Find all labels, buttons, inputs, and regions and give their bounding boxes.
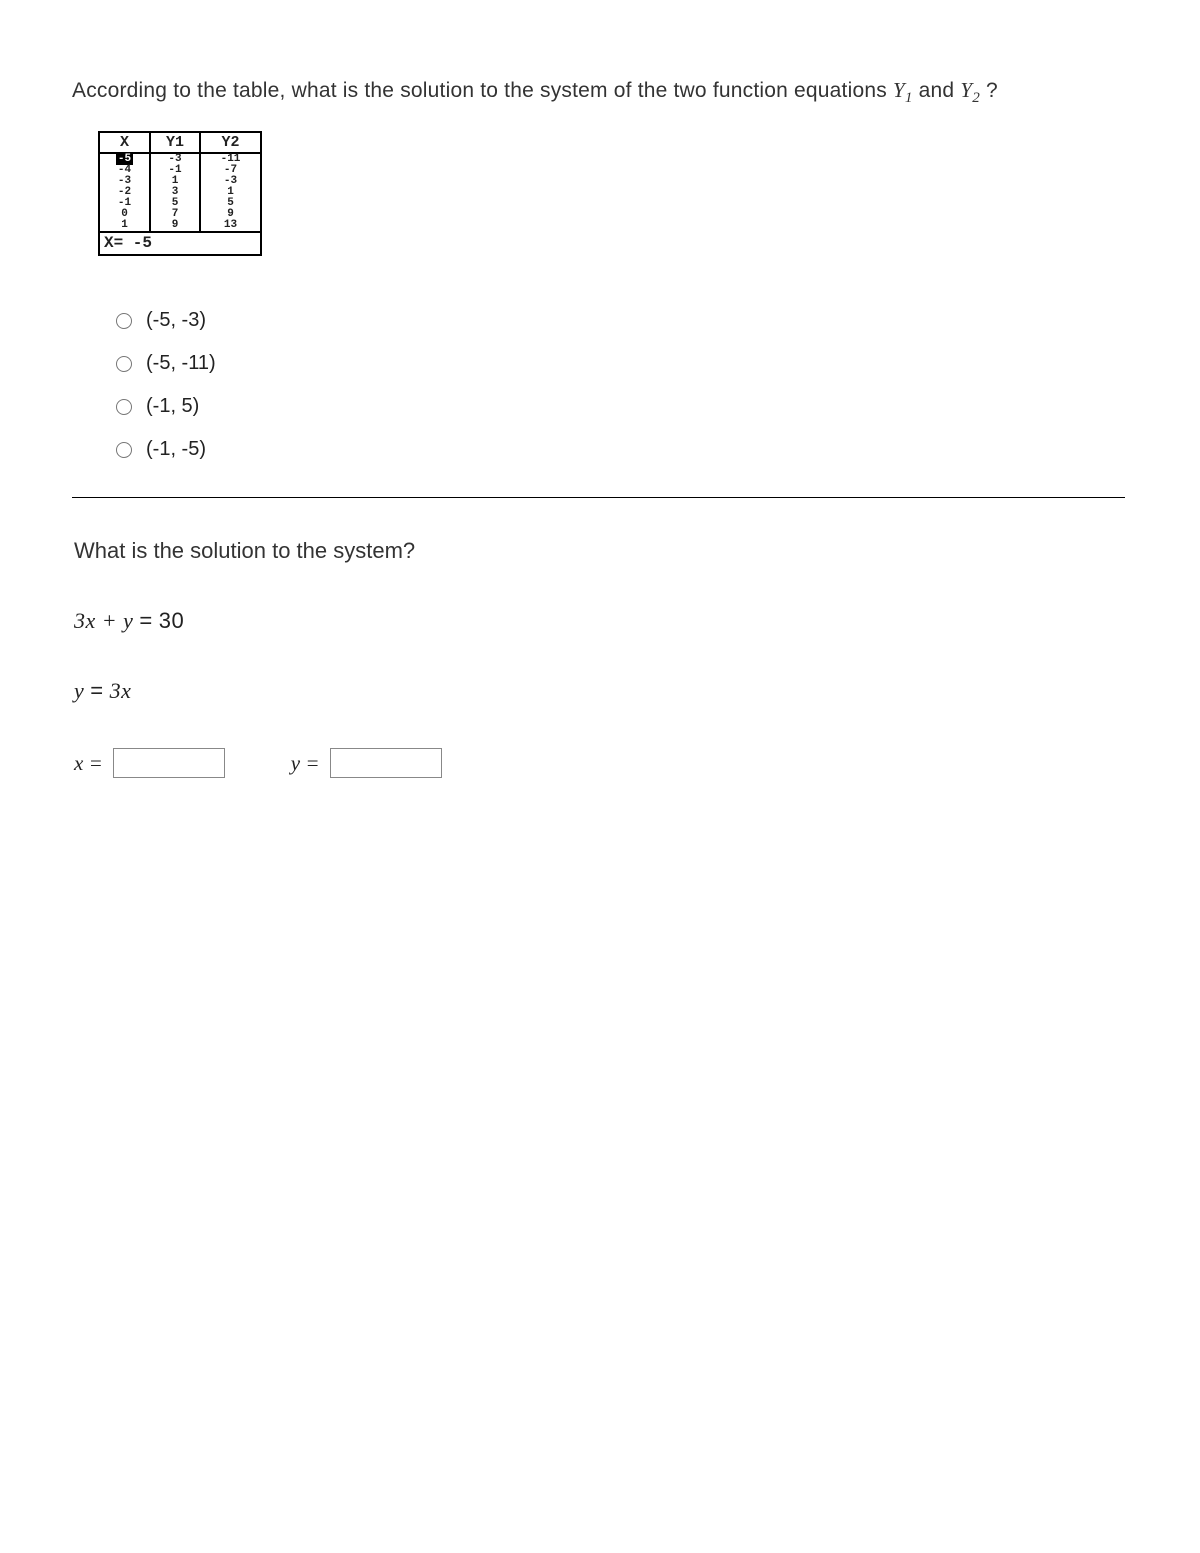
- q1-options: (-5, -3) (-5, -11) (-1, 5) (-1, -5): [116, 309, 1146, 461]
- divider: [72, 497, 1125, 498]
- y-label: y =: [291, 751, 320, 776]
- cell-y1: 9: [150, 220, 200, 232]
- option-label-3: (-1, -5): [146, 438, 206, 461]
- option-radio-1[interactable]: [116, 356, 132, 372]
- option-1[interactable]: (-5, -11): [116, 352, 1146, 375]
- option-2[interactable]: (-1, 5): [116, 395, 1146, 418]
- y-input[interactable]: [330, 748, 442, 778]
- function-table: X Y1 Y2 -5-3-11-4-1-7-31-3-231-155079191…: [98, 131, 262, 256]
- th-y2: Y2: [200, 133, 260, 153]
- cell-y2: 13: [200, 220, 260, 232]
- cell-x: 1: [100, 220, 150, 232]
- option-label-0: (-5, -3): [146, 309, 206, 332]
- th-y1: Y1: [150, 133, 200, 153]
- table-row: 1913: [100, 220, 260, 232]
- q1-prompt-after: ?: [986, 79, 998, 102]
- option-0[interactable]: (-5, -3): [116, 309, 1146, 332]
- option-label-1: (-5, -11): [146, 352, 216, 375]
- q1-and: and: [919, 79, 961, 102]
- option-3[interactable]: (-1, -5): [116, 438, 1146, 461]
- equation-2: y = 3x: [74, 678, 1146, 704]
- option-radio-3[interactable]: [116, 442, 132, 458]
- q1-prompt-before: According to the table, what is the solu…: [72, 79, 893, 102]
- option-radio-0[interactable]: [116, 313, 132, 329]
- th-x: X: [100, 133, 150, 153]
- option-radio-2[interactable]: [116, 399, 132, 415]
- q1-y2: Y2: [960, 78, 980, 102]
- option-label-2: (-1, 5): [146, 395, 199, 418]
- table-footer: X= -5: [100, 232, 260, 254]
- equation-1: 3x + y = 30: [74, 608, 1146, 634]
- q1-y1: Y1: [893, 78, 913, 102]
- q2-prompt: What is the solution to the system?: [74, 538, 1146, 564]
- x-input[interactable]: [113, 748, 225, 778]
- q1-prompt: According to the table, what is the solu…: [72, 78, 1146, 103]
- x-label: x =: [74, 751, 103, 776]
- answer-row: x = y =: [74, 748, 1146, 778]
